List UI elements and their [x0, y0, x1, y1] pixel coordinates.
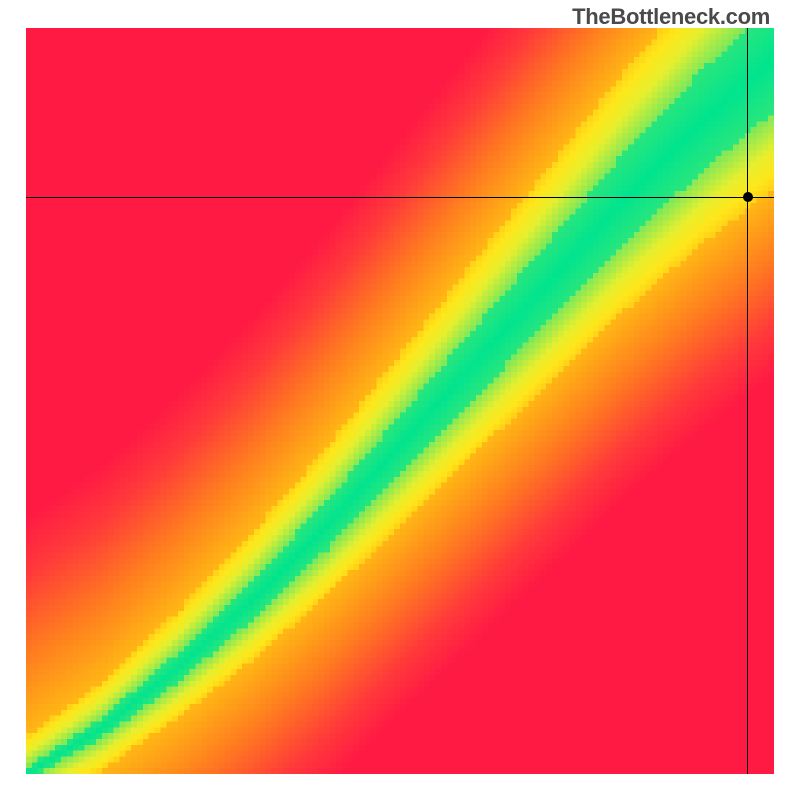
crosshair-marker: [743, 192, 753, 202]
heatmap-plot: [26, 28, 774, 774]
crosshair-vertical: [747, 28, 748, 774]
watermark-text: TheBottleneck.com: [572, 4, 770, 30]
crosshair-horizontal: [26, 197, 774, 198]
heatmap-canvas: [26, 28, 774, 774]
